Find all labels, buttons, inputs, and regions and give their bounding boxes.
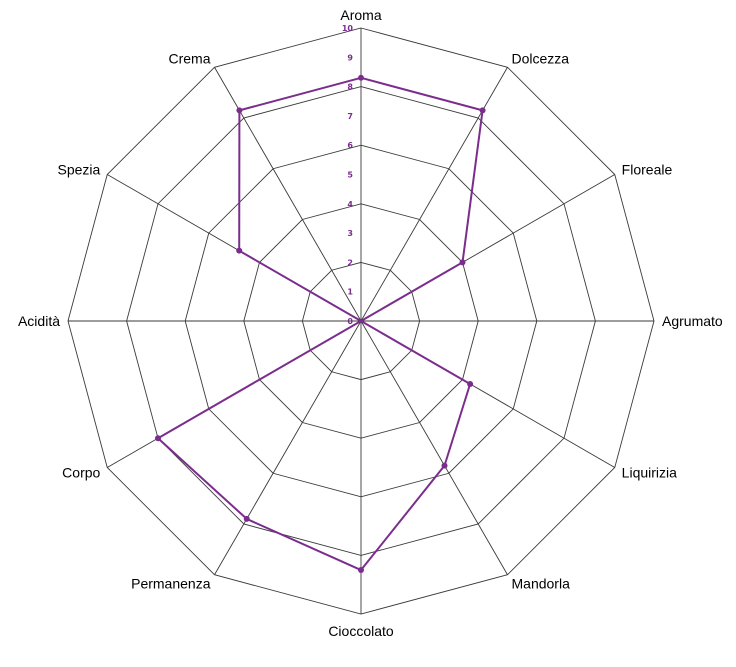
axis-label: Liquirizia xyxy=(622,465,677,481)
tick-label: 9 xyxy=(347,53,353,62)
spoke-line xyxy=(360,320,508,575)
axis-label: Floreale xyxy=(622,162,673,178)
tick-label: 4 xyxy=(347,200,353,209)
axis-label: Mandorla xyxy=(512,575,571,591)
data-point xyxy=(243,515,250,522)
tick-label: 7 xyxy=(347,112,353,121)
data-point xyxy=(467,380,474,387)
axis-label: Aroma xyxy=(340,7,381,23)
data-series xyxy=(155,74,486,574)
axis-label: Permanenza xyxy=(131,575,211,591)
axis-labels: Aroma Dolcezza Floreale Agrumato Liquirizia M… xyxy=(18,7,723,639)
tick-label: 8 xyxy=(347,83,353,92)
data-point xyxy=(441,462,448,469)
data-point xyxy=(479,107,486,114)
tick-label: 10 xyxy=(342,24,354,33)
axis-label: Cioccolato xyxy=(328,623,394,639)
tick-label: 1 xyxy=(347,288,353,297)
axis-label: Spezia xyxy=(58,162,101,178)
data-point xyxy=(236,107,243,114)
data-point xyxy=(358,567,364,574)
tick-label: 2 xyxy=(347,258,353,267)
axis-label: Crema xyxy=(168,51,210,67)
spoke-line xyxy=(214,320,362,575)
tick-label: 3 xyxy=(347,229,353,238)
axis-label: Acidità xyxy=(18,313,60,329)
data-point xyxy=(155,435,162,442)
spoke-line xyxy=(360,67,508,322)
tick-label: 6 xyxy=(347,141,353,150)
spoke-line xyxy=(214,67,362,322)
data-point xyxy=(236,247,243,254)
axis-label: Dolcezza xyxy=(512,51,570,67)
axis-label: Agrumato xyxy=(662,313,723,329)
tick-label: 5 xyxy=(347,171,353,180)
radial-tick-labels: 0 1 2 3 4 5 6 7 8 9 10 xyxy=(342,24,354,326)
data-point xyxy=(459,259,466,266)
axis-label: Corpo xyxy=(62,465,100,481)
data-point xyxy=(358,74,364,81)
tick-label: 0 xyxy=(347,317,353,326)
series-line xyxy=(157,76,484,572)
